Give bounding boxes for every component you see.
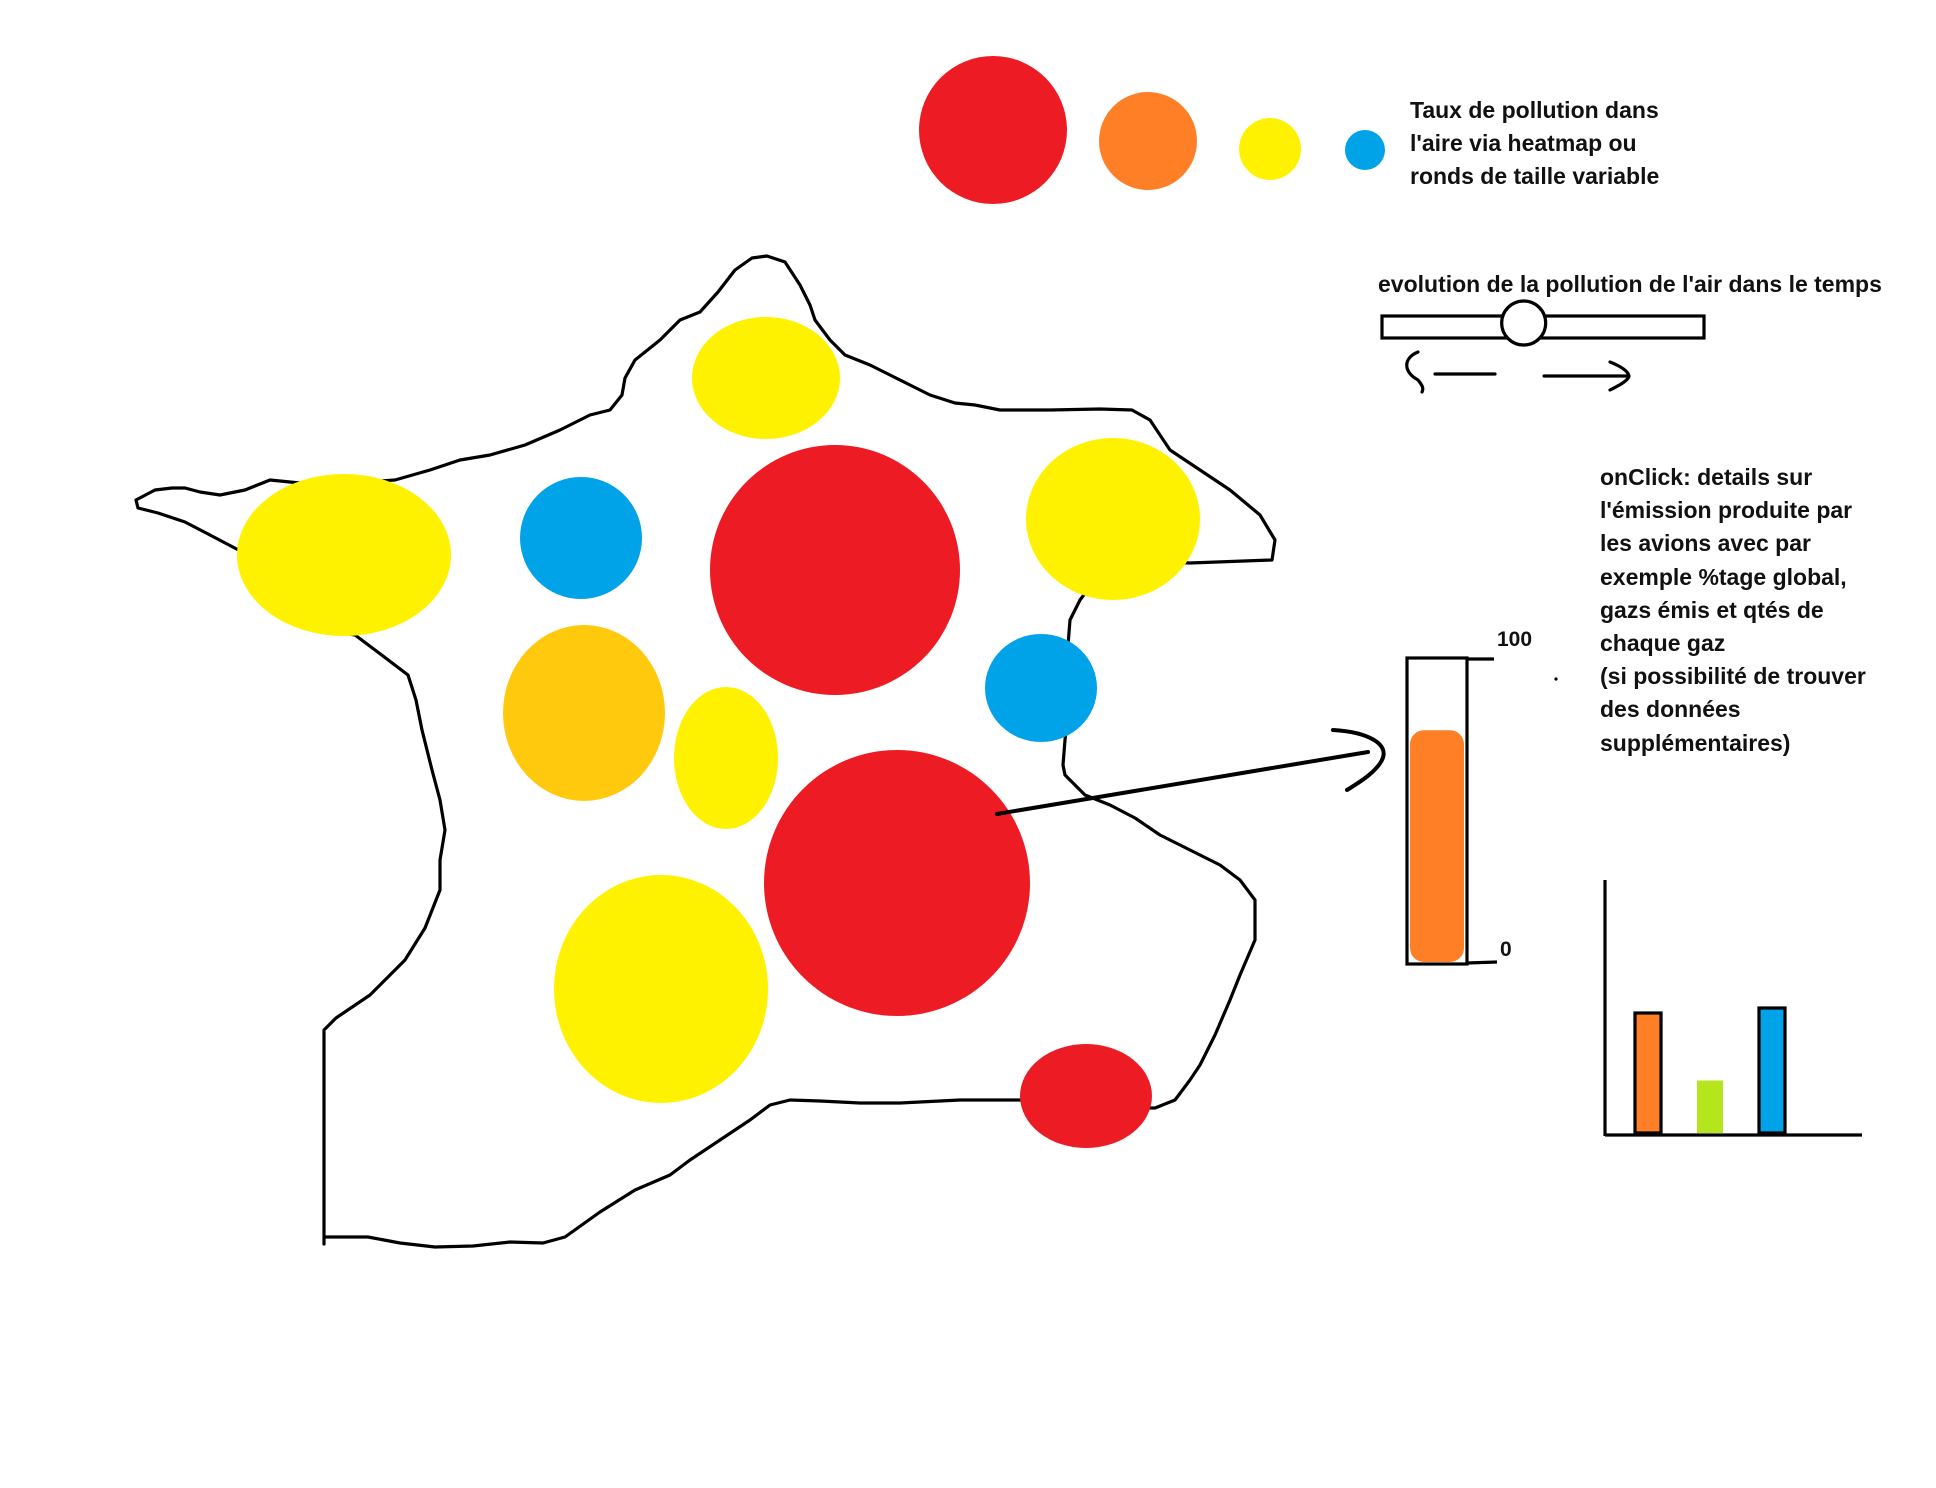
region-circle-yellow[interactable] xyxy=(237,474,451,636)
legend-circle-orange xyxy=(1099,92,1197,190)
gas-bar-chart xyxy=(1603,880,1862,1137)
arrow-right-icon[interactable] xyxy=(1542,360,1631,392)
chart-bar xyxy=(1697,1080,1723,1133)
chart-bar xyxy=(1757,1006,1787,1135)
pointer-arrow xyxy=(995,728,1386,816)
region-circle-red[interactable] xyxy=(764,750,1030,1016)
legend-circle-yellow xyxy=(1239,118,1301,180)
region-circle-amber[interactable] xyxy=(503,625,665,801)
gauge-tick-min xyxy=(1466,960,1498,965)
region-circle-yellow[interactable] xyxy=(554,875,768,1103)
timeline-title: evolution de la pollution de l'air dans … xyxy=(1378,271,1882,297)
region-circle-red[interactable] xyxy=(710,445,960,695)
gauge-max-label: 100 xyxy=(1497,628,1533,651)
region-circle-blue[interactable] xyxy=(520,477,642,599)
region-circle-yellow[interactable] xyxy=(1026,438,1200,600)
region-circle-red[interactable] xyxy=(1020,1044,1152,1148)
legend-circle-red xyxy=(919,56,1067,204)
timeline-slider-knob[interactable] xyxy=(1500,299,1548,347)
legend-description: Taux de pollution dans l'aire via heatma… xyxy=(1410,97,1660,189)
arrow-left-icon[interactable] xyxy=(1405,350,1497,394)
region-circle-yellow[interactable] xyxy=(674,687,778,829)
region-circle-yellow[interactable] xyxy=(692,317,840,439)
onclick-details-note: onClick: details sur l'émission produite… xyxy=(1600,464,1866,756)
legend-circle-blue xyxy=(1345,130,1385,170)
gauge-min-label: 0 xyxy=(1500,938,1512,961)
chart-bar xyxy=(1633,1011,1663,1135)
gauge-fill xyxy=(1410,730,1464,962)
region-circle-blue[interactable] xyxy=(985,634,1097,742)
stray-dot xyxy=(1554,677,1558,681)
